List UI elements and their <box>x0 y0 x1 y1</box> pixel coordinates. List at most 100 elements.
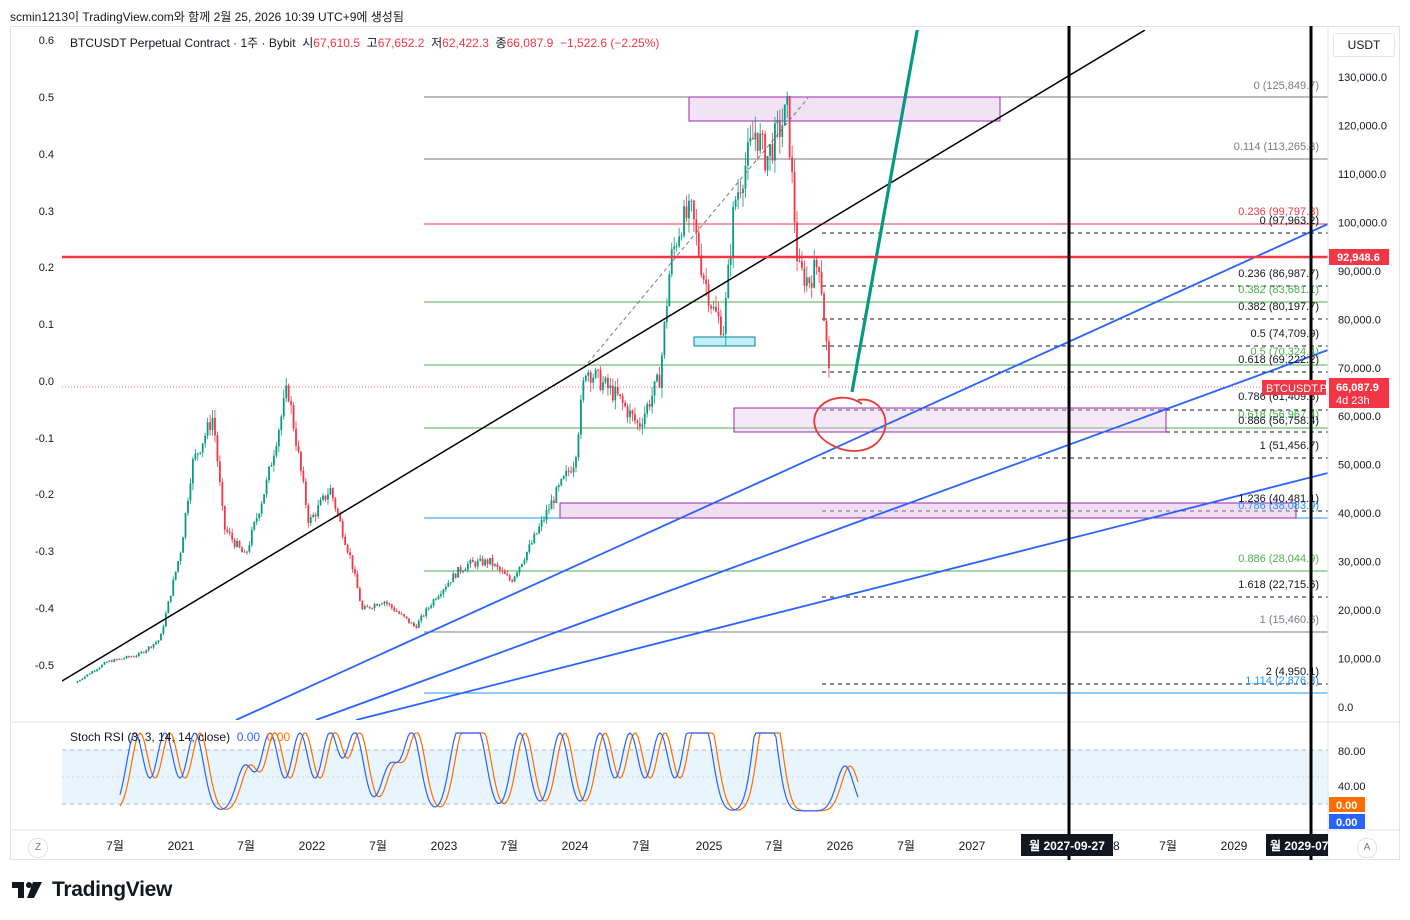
candle-body <box>469 559 472 564</box>
candle-body <box>474 562 477 567</box>
candle-body <box>786 95 789 105</box>
candle-body <box>98 667 101 670</box>
candle-body <box>828 341 830 369</box>
candle-body <box>712 306 715 309</box>
currency-unit-button[interactable]: USDT <box>1333 33 1395 57</box>
candle-body <box>280 416 283 431</box>
left-axis-tick: 0.1 <box>39 319 54 331</box>
stoch-d-value: 0.00 <box>266 730 291 744</box>
open-label: 시 <box>302 36 314 50</box>
time-axis-label: 2027 <box>959 839 986 853</box>
time-highlight-2029 <box>1266 834 1328 856</box>
candle-body <box>327 494 329 500</box>
price-axis-tick: 60,000.0 <box>1338 411 1381 423</box>
close-label: 종 <box>495 36 507 50</box>
time-axis-label: 2022 <box>299 839 326 853</box>
candle-body <box>498 566 501 571</box>
candle-body <box>113 659 116 662</box>
candle-body <box>592 377 595 383</box>
candle-body <box>538 526 541 534</box>
candle-body <box>221 482 224 506</box>
candle-body <box>108 660 111 662</box>
candle-body <box>805 277 808 286</box>
stoch-d-badge-text: 0.00 <box>1336 800 1357 812</box>
candle-body <box>413 622 415 626</box>
candle-body <box>214 417 216 436</box>
candle-body <box>258 513 261 519</box>
candle-body <box>444 586 447 590</box>
candle-body <box>464 569 467 571</box>
candle-body <box>157 640 160 643</box>
bar-countdown-text: 4d 23h <box>1336 395 1370 407</box>
time-axis-label: 7월 <box>237 839 255 853</box>
candle-body <box>467 563 469 570</box>
candle-body <box>705 279 708 285</box>
candle-body <box>187 500 189 514</box>
candle-body <box>761 133 764 135</box>
price-axis-tick: 30,000.0 <box>1338 557 1381 569</box>
candle-body <box>489 557 491 565</box>
price-axis-tick: 130,000.0 <box>1338 72 1387 84</box>
candle-body <box>199 452 202 454</box>
stoch-legend: Stoch RSI (3, 3, 14, 14, close) 0.00 0.0… <box>70 730 290 744</box>
candle-body <box>302 470 305 482</box>
price-axis-tick: 70,000.0 <box>1338 363 1381 375</box>
resistance-price-badge <box>1329 249 1389 265</box>
candle-body <box>270 465 273 467</box>
symbol-badge <box>1262 380 1326 395</box>
price-axis-tick: 110,000.0 <box>1338 169 1386 181</box>
candle-body <box>250 529 253 545</box>
left-axis-tick: -0.5 <box>35 660 54 672</box>
candle-body <box>118 658 121 660</box>
zoom-right-button[interactable]: A <box>1357 838 1377 858</box>
fib-extension-label: 0.886 (56,758.4) <box>1238 415 1319 427</box>
dashed-trendline <box>587 97 809 364</box>
time-axis-fragment: 8 <box>1113 839 1120 853</box>
candle-body <box>535 533 538 535</box>
candle-body <box>550 500 553 510</box>
time-axis-label: 7월 <box>500 839 518 853</box>
candle-body <box>715 306 717 312</box>
candle-body <box>658 374 661 388</box>
high-label: 고 <box>366 36 378 50</box>
resistance-price-text: 92,948.6 <box>1337 252 1380 264</box>
candle-body <box>167 601 170 614</box>
candle-body <box>304 481 307 506</box>
candle-body <box>501 570 504 572</box>
candle-body <box>96 669 99 671</box>
candle-body <box>719 316 722 335</box>
candle-body <box>388 603 391 605</box>
candle-body <box>690 200 693 202</box>
black-trendline <box>62 30 1146 682</box>
candle-body <box>201 443 204 453</box>
candle-body <box>481 558 484 566</box>
candle-body <box>123 658 126 660</box>
candle-body <box>103 662 106 665</box>
candle-body <box>525 551 528 561</box>
brand-name: TradingView <box>52 878 173 901</box>
candle-body <box>233 539 236 547</box>
time-axis-label: 7월 <box>765 839 783 853</box>
candle-body <box>484 559 487 566</box>
candle-body <box>621 396 624 403</box>
tradingview-brand[interactable]: TradingView <box>12 878 172 902</box>
candle-body <box>393 607 396 611</box>
candle-body <box>810 282 813 288</box>
candle-body <box>820 272 823 294</box>
zoom-left-button[interactable]: Z <box>28 838 48 858</box>
candle-body <box>395 610 398 612</box>
candle-body <box>543 519 545 521</box>
candle-body <box>115 659 118 661</box>
candle-body <box>223 505 226 530</box>
price-axis-tick: 40,000.0 <box>1338 508 1381 520</box>
candle-body <box>683 206 685 236</box>
candle-body <box>358 588 361 602</box>
time-highlight-2029-text: 월 2029-07 <box>1270 838 1329 853</box>
candle-body <box>295 428 297 446</box>
candle-body <box>403 614 405 617</box>
candle-body <box>582 380 585 400</box>
candle-body <box>506 573 509 576</box>
fib-level-label: 0.236 (99,797.8) <box>1238 206 1319 218</box>
candle-body <box>796 222 798 262</box>
